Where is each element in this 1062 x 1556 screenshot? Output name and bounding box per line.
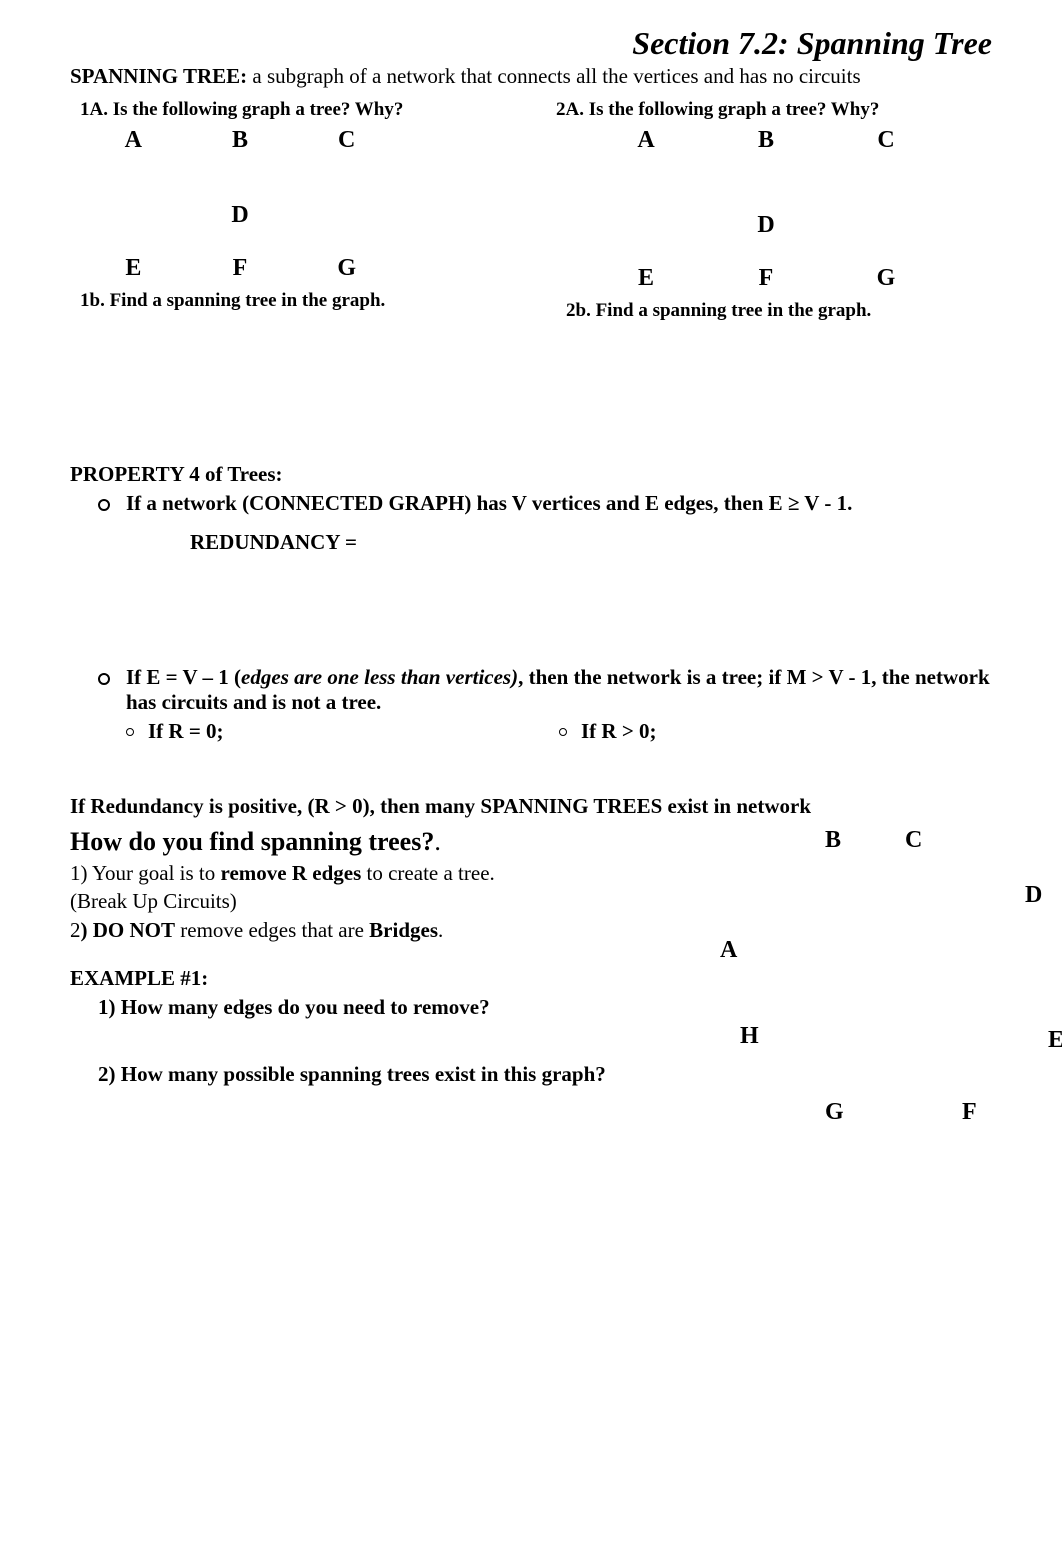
graph-A: A xyxy=(720,937,737,964)
circle-bullet-icon xyxy=(126,728,134,736)
q2a-E: E xyxy=(586,265,706,292)
step1-b: remove R edges xyxy=(221,861,362,885)
q1b: 1b. Find a spanning tree in the graph. xyxy=(80,290,516,312)
circle-bullet-icon xyxy=(559,728,567,736)
graph-C: C xyxy=(905,827,922,854)
page: Section 7.2: Spanning Tree SPANNING TREE… xyxy=(0,0,1062,1556)
if-r-zero-text: If R = 0; xyxy=(148,719,224,744)
property-heading: PROPERTY 4 of Trees: xyxy=(70,462,992,487)
q2b: 2b. Find a spanning tree in the graph. xyxy=(566,300,992,322)
graph-F: F xyxy=(962,1099,977,1126)
redundancy-label: REDUNDANCY = xyxy=(190,530,992,555)
q1a-E: E xyxy=(80,255,187,282)
lower-left: How do you find spanning trees?. 1) Your… xyxy=(70,827,690,1087)
q1a-F: F xyxy=(187,255,294,282)
graph-B: B xyxy=(825,827,841,854)
step2-a: 2 xyxy=(70,918,81,942)
q2a-C: C xyxy=(826,127,946,154)
property-bullet-2: If E = V – 1 (edges are one less than ve… xyxy=(70,665,992,715)
step2-e: . xyxy=(438,918,443,942)
step2-c: remove edges that are xyxy=(175,918,369,942)
q1a-D: D xyxy=(80,202,400,229)
q1a-row2: E F G xyxy=(80,255,400,282)
step-2: 2) DO NOT remove edges that are Bridges. xyxy=(70,916,690,944)
q2a-F: F xyxy=(706,265,826,292)
questions-columns: 1A. Is the following graph a tree? Why? … xyxy=(70,99,992,322)
step1-a: 1) Your goal is to xyxy=(70,861,221,885)
step-1-paren: (Break Up Circuits) xyxy=(70,887,690,915)
redundancy-positive-heading: If Redundancy is positive, (R > 0), then… xyxy=(70,794,992,819)
graph-D: D xyxy=(1025,882,1042,909)
graph-G: G xyxy=(825,1099,844,1126)
q2a-heading: 2A. Is the following graph a tree? Why? xyxy=(556,99,992,121)
q2a-A: A xyxy=(586,127,706,154)
howto-text: How do you find spanning trees? xyxy=(70,827,434,856)
q1a-A: A xyxy=(80,127,187,154)
example-heading: EXAMPLE #1: xyxy=(70,966,690,991)
q1a-B: B xyxy=(187,127,294,154)
property-bullet-2-text: If E = V – 1 (edges are one less than ve… xyxy=(126,665,992,715)
q2a-row1: A B C xyxy=(586,127,946,154)
graph-E: E xyxy=(1048,1027,1062,1054)
graph-H: H xyxy=(740,1023,759,1050)
howto-heading: How do you find spanning trees?. xyxy=(70,827,690,857)
if-r-zero: If R = 0; xyxy=(126,719,559,744)
definition-line: SPANNING TREE: a subgraph of a network t… xyxy=(70,64,992,89)
if-r-gt-zero-text: If R > 0; xyxy=(581,719,657,744)
definition-text: a subgraph of a network that connects al… xyxy=(247,64,860,88)
howto-dot: . xyxy=(434,827,441,856)
q1a-C: C xyxy=(293,127,400,154)
property-block: PROPERTY 4 of Trees: If a network (CONNE… xyxy=(70,462,992,555)
q1a-heading: 1A. Is the following graph a tree? Why? xyxy=(80,99,516,121)
definition-label: SPANNING TREE: xyxy=(70,64,247,88)
b2-pre: If E = V – 1 ( xyxy=(126,665,241,689)
col-2a: 2A. Is the following graph a tree? Why? … xyxy=(556,99,992,322)
property-bullet-1: If a network (CONNECTED GRAPH) has V ver… xyxy=(70,491,992,516)
circle-bullet-icon xyxy=(98,673,110,685)
b2-ital: edges are one less than vertices) xyxy=(241,665,518,689)
q2a-G: G xyxy=(826,265,946,292)
q2a-row2: E F G xyxy=(586,265,946,292)
q2a-D: D xyxy=(586,212,946,239)
step2-d: Bridges xyxy=(369,918,438,942)
example-graph: B C D A H E G F xyxy=(710,827,992,1087)
property-bullet-1-text: If a network (CONNECTED GRAPH) has V ver… xyxy=(126,491,852,516)
if-r-gt-zero: If R > 0; xyxy=(559,719,992,744)
lower-section: How do you find spanning trees?. 1) Your… xyxy=(70,827,992,1087)
section-title: Section 7.2: Spanning Tree xyxy=(70,25,992,62)
step2-b: ) DO NOT xyxy=(81,918,176,942)
example-q1: 1) How many edges do you need to remove? xyxy=(70,995,690,1020)
if-row: If R = 0; If R > 0; xyxy=(70,719,992,744)
q1a-G: G xyxy=(293,255,400,282)
circle-bullet-icon xyxy=(98,499,110,511)
col-1a: 1A. Is the following graph a tree? Why? … xyxy=(70,99,516,322)
property-bullet-2-wrap: If E = V – 1 (edges are one less than ve… xyxy=(70,665,992,744)
q1a-row1: A B C xyxy=(80,127,400,154)
example-q2: 2) How many possible spanning trees exis… xyxy=(70,1062,690,1087)
step1-c: to create a tree. xyxy=(361,861,495,885)
q2a-B: B xyxy=(706,127,826,154)
step-1: 1) Your goal is to remove R edges to cre… xyxy=(70,859,690,887)
